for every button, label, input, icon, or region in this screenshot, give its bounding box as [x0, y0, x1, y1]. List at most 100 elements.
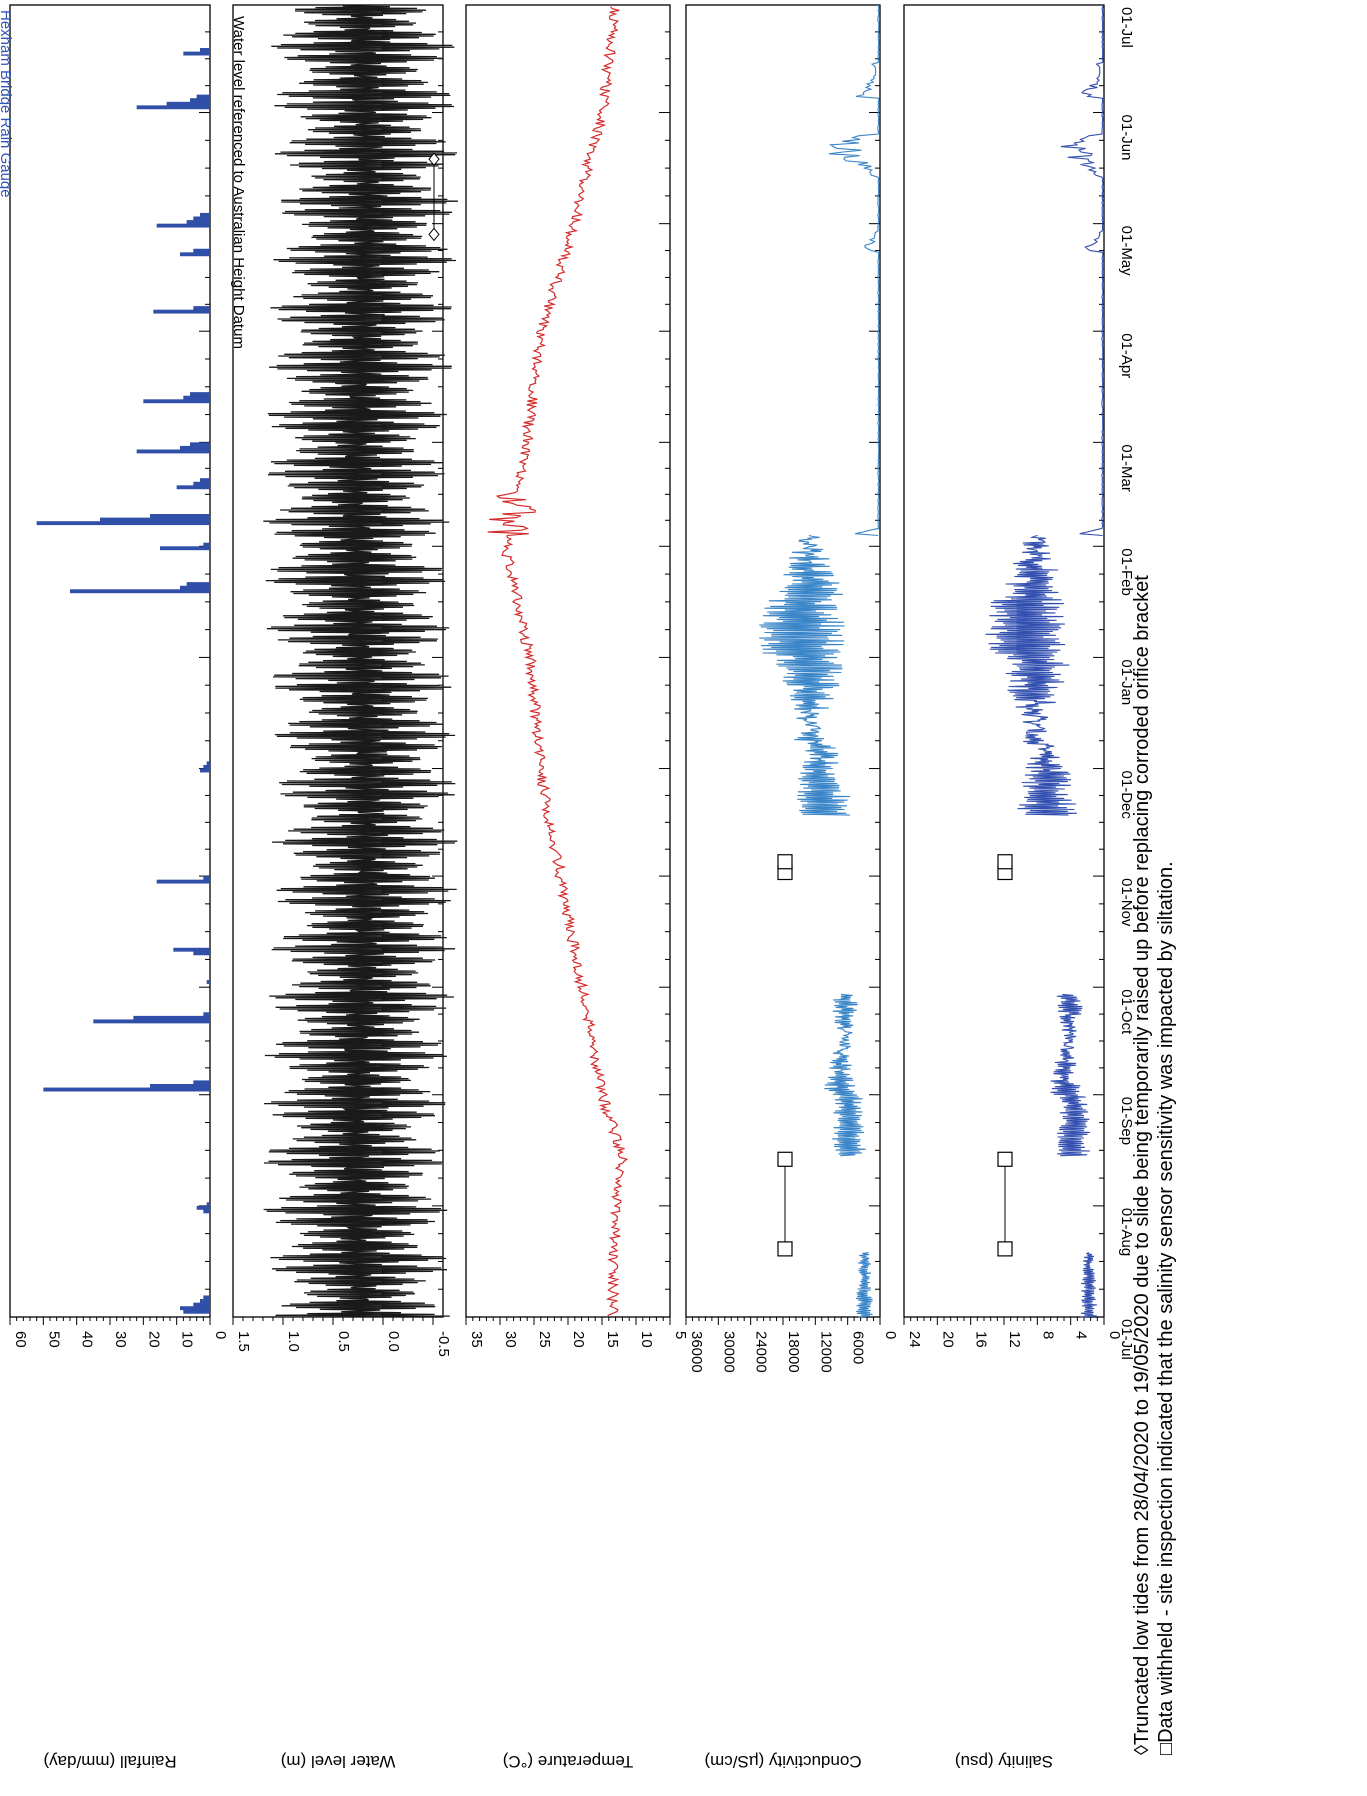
value-tick-label: 0.5	[335, 1331, 352, 1352]
rainfall-bar	[93, 1019, 210, 1024]
conductivity-panel: 0 6000 12000 18000 24000 30000 36000 Conductivi…	[685, 4, 899, 1771]
rainfall-bar	[200, 768, 210, 773]
truncation-diamond-marker	[428, 227, 440, 242]
value-tick-label: 15	[604, 1331, 621, 1348]
footnote-data-withheld: □Data withheld - site inspection indicat…	[1155, 861, 1177, 1755]
date-tick-label: 01-Jul	[1118, 7, 1135, 48]
value-tick-label: 0	[1106, 1331, 1123, 1339]
date-tick-label: 01-Jul	[1118, 1319, 1135, 1360]
rainfall-bar	[203, 542, 210, 547]
rainfall-bar	[180, 445, 210, 450]
rainfall-bar	[166, 101, 210, 106]
rainfall-bar	[183, 395, 210, 400]
rainfall-bar	[180, 252, 210, 257]
rainfall-bar	[193, 248, 210, 253]
value-tick-label: 5	[672, 1331, 689, 1339]
value-tick-label: 60	[12, 1331, 29, 1348]
value-tick-label: 30	[502, 1331, 519, 1348]
rainfall-bar	[206, 980, 210, 984]
value-tick-label: 20	[570, 1331, 587, 1348]
rainfall-bar	[206, 1202, 210, 1207]
conductivity-axis-label: Conductivity (µS/cm)	[704, 1752, 861, 1771]
date-tick-label: 01-Mar	[1118, 444, 1135, 492]
date-tick-label: 01-Oct	[1118, 989, 1135, 1035]
rainfall-bar	[136, 105, 210, 110]
rainfall-bar	[203, 1012, 210, 1017]
truncation-diamond-marker	[428, 152, 440, 166]
temperature-frame	[465, 4, 671, 1318]
rainfall-bar	[193, 1302, 210, 1307]
conductivity-line	[759, 4, 880, 1318]
date-tick-label: 01-Feb	[1118, 548, 1135, 596]
rainfall-bar	[200, 1299, 210, 1303]
value-tick-label: 6000	[850, 1331, 867, 1364]
date-tick-label: 01-May	[1118, 226, 1135, 277]
rainfall-bar	[180, 585, 210, 590]
value-tick-label: 20	[145, 1331, 162, 1348]
temperature-axis-label: Temperature (°C)	[503, 1752, 634, 1771]
rainfall-bar	[150, 514, 210, 518]
temperature-line	[487, 6, 629, 1318]
rainfall-bar	[153, 309, 210, 314]
value-tick-label: 20	[939, 1331, 956, 1348]
value-tick-label: 0	[212, 1331, 229, 1339]
rainfall-bar	[36, 521, 210, 526]
value-tick-label: 12	[1006, 1331, 1023, 1348]
rainfall-bar	[100, 517, 210, 522]
rainfall-bar	[200, 212, 210, 217]
value-tick-label: 1.5	[235, 1331, 252, 1352]
date-tick-label: 01-Dec	[1118, 771, 1135, 820]
value-tick-label: 1.0	[285, 1331, 302, 1352]
rainfall-panel: 0 10 20 30 40 50 60 Rainfall (mm/day)	[9, 4, 229, 1771]
rainfall-bar	[196, 94, 210, 99]
rainfall-bar	[200, 48, 210, 52]
rainfall-bar	[206, 761, 210, 766]
rainfall-bar	[196, 1205, 210, 1210]
rainfall-bar	[183, 1309, 210, 1314]
date-tick-label: 01-Aug	[1118, 1208, 1135, 1256]
value-tick-label: 30	[112, 1331, 129, 1348]
date-tick-label: 01-Apr	[1118, 333, 1135, 378]
value-tick-label: 18000	[785, 1331, 802, 1373]
value-tick-label: 16	[973, 1331, 990, 1348]
rainfall-bar	[203, 764, 210, 769]
rainfall-frame	[9, 4, 211, 1318]
salinity-panel: 0 4 8 12 16 20 24 Salinity (psu)	[903, 4, 1123, 1771]
temperature-panel: 5 10 15 20 25 30 35 Temperature (°C)	[465, 4, 689, 1771]
rain-gauge-title: Hexham Bridge Rain Gauge	[0, 10, 14, 198]
date-tick-label: 01-Sep	[1118, 1097, 1135, 1145]
water-level-line	[263, 5, 458, 1318]
rainfall-bar	[133, 1015, 210, 1020]
rainfall-bar	[193, 216, 210, 221]
value-tick-label: 8	[1039, 1331, 1056, 1339]
value-tick-label: 10	[179, 1331, 196, 1348]
conductivity-withheld-marker	[777, 1241, 793, 1257]
rainfall-bar	[183, 51, 210, 56]
salinity-line	[985, 4, 1104, 1318]
value-tick-label: 35	[468, 1331, 485, 1348]
value-tick-label: 30000	[720, 1331, 737, 1373]
rainfall-bar	[156, 879, 210, 884]
value-tick-label: 36000	[688, 1331, 705, 1373]
rainfall-bar	[156, 223, 210, 228]
rainfall-bar	[193, 481, 210, 486]
rainfall-bar	[150, 1083, 210, 1088]
value-tick-label: 25	[536, 1331, 553, 1348]
rainfall-bars	[36, 48, 211, 1314]
value-tick-label: 0	[882, 1331, 899, 1339]
value-tick-label: 24	[906, 1331, 923, 1348]
rainfall-axis-label: Rainfall (mm/day)	[43, 1752, 176, 1771]
rainfall-bar	[43, 1087, 211, 1092]
date-tick-label: 01-Jun	[1118, 115, 1135, 161]
value-tick-label: 12000	[817, 1331, 834, 1373]
footnote-truncated-tides: ◊Truncated low tides from 28/04/2020 to …	[1131, 575, 1153, 1755]
rainfall-bar	[70, 589, 210, 594]
rainfall-bar	[173, 947, 210, 952]
date-tick-label: 01-Nov	[1118, 878, 1135, 927]
value-tick-label: 24000	[753, 1331, 770, 1373]
rainfall-bar	[186, 220, 210, 224]
date-tick-label: 01-Jan	[1118, 659, 1135, 705]
rainfall-bar	[160, 546, 210, 551]
rainfall-bar	[180, 1306, 210, 1311]
